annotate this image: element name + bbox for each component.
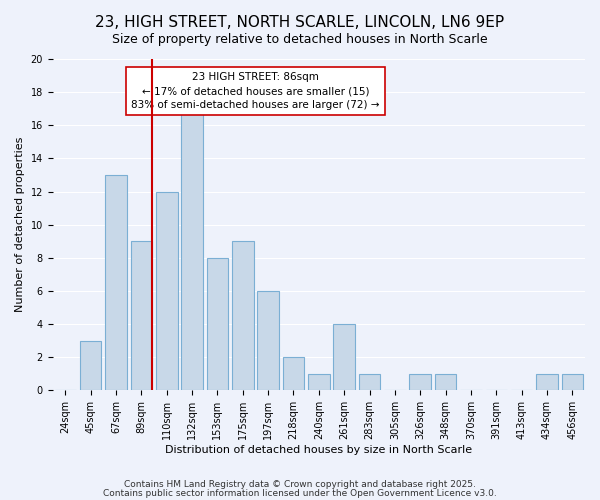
Bar — [181, 108, 203, 390]
Text: 23, HIGH STREET, NORTH SCARLE, LINCOLN, LN6 9EP: 23, HIGH STREET, NORTH SCARLE, LINCOLN, … — [95, 15, 505, 30]
Bar — [105, 175, 127, 390]
Bar — [435, 374, 457, 390]
Bar — [156, 192, 178, 390]
Bar — [409, 374, 431, 390]
Bar — [206, 258, 228, 390]
Bar — [536, 374, 558, 390]
Bar — [562, 374, 583, 390]
Text: 23 HIGH STREET: 86sqm
← 17% of detached houses are smaller (15)
83% of semi-deta: 23 HIGH STREET: 86sqm ← 17% of detached … — [131, 72, 380, 110]
Text: Contains HM Land Registry data © Crown copyright and database right 2025.: Contains HM Land Registry data © Crown c… — [124, 480, 476, 489]
X-axis label: Distribution of detached houses by size in North Scarle: Distribution of detached houses by size … — [165, 445, 472, 455]
Bar — [359, 374, 380, 390]
Y-axis label: Number of detached properties: Number of detached properties — [15, 137, 25, 312]
Bar — [308, 374, 329, 390]
Bar — [334, 324, 355, 390]
Bar — [80, 340, 101, 390]
Bar — [257, 291, 279, 390]
Bar — [283, 357, 304, 390]
Bar — [131, 241, 152, 390]
Text: Contains public sector information licensed under the Open Government Licence v3: Contains public sector information licen… — [103, 488, 497, 498]
Text: Size of property relative to detached houses in North Scarle: Size of property relative to detached ho… — [112, 32, 488, 46]
Bar — [232, 241, 254, 390]
